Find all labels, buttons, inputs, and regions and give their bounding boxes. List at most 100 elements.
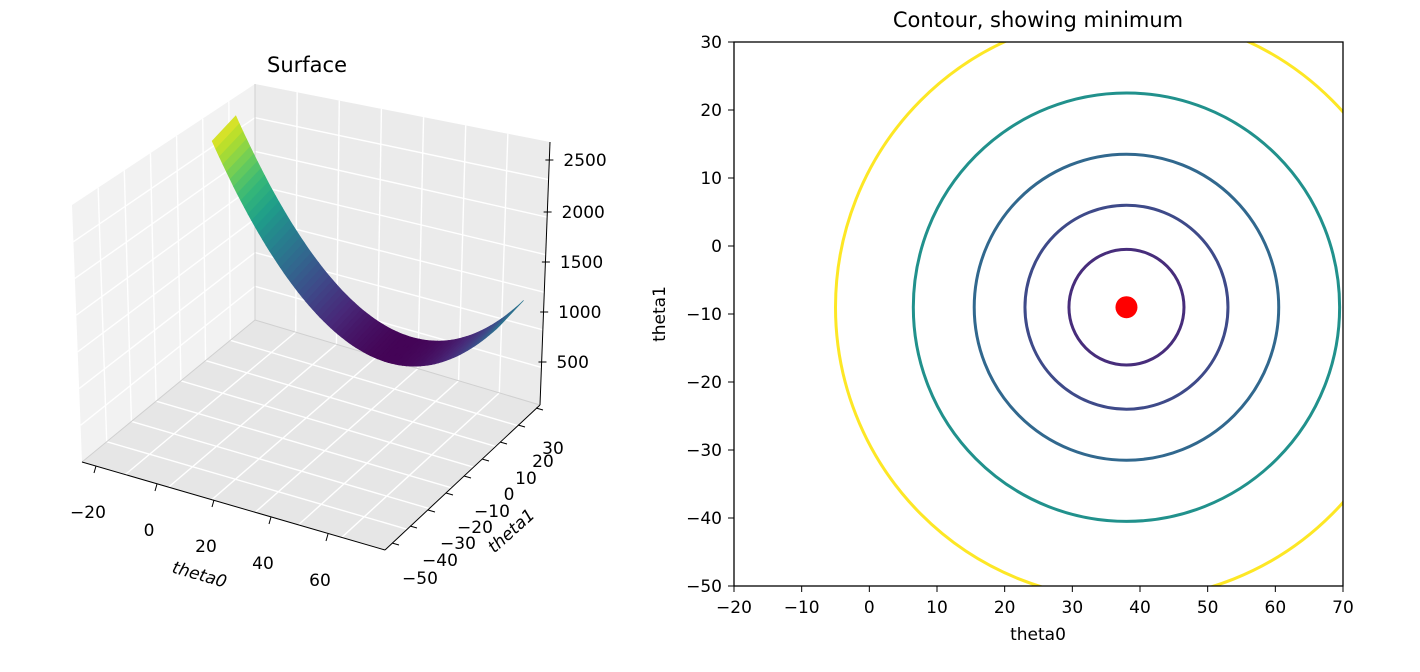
surface-x-tick-mark xyxy=(93,465,97,474)
surface-y-tick-label: −20 xyxy=(457,518,493,538)
surface-y-tick-label: 20 xyxy=(532,452,554,472)
grid-line xyxy=(123,170,133,422)
surface-patch xyxy=(496,300,524,330)
grid-line xyxy=(149,153,157,402)
contour-level-4 xyxy=(911,91,1342,523)
surface-y-tick-label: −10 xyxy=(474,502,510,522)
grid-line xyxy=(254,184,546,256)
x-tick-label: 10 xyxy=(926,598,948,618)
contour-title: Contour, showing minimum xyxy=(893,8,1183,32)
contour-ticks: −20 −10 0 10 20 30 40 50 60 70 −50 −40 −30 −20 −10 0 10 2… xyxy=(686,33,1354,618)
y-tick-label: −30 xyxy=(686,441,722,461)
surface-x-tick-mark xyxy=(154,483,158,492)
x-tick-label: −20 xyxy=(716,598,752,618)
grid-line xyxy=(211,355,378,501)
x-tick-label: 70 xyxy=(1332,598,1354,618)
contour-level-1 xyxy=(1067,247,1186,367)
contour-y-axis-label: theta1 xyxy=(650,286,670,342)
surface-z-axis-line xyxy=(539,141,551,406)
surface-x-tick-label: −20 xyxy=(70,503,106,523)
grid-line xyxy=(376,108,383,357)
surface-strips xyxy=(211,115,524,367)
grid-line xyxy=(175,135,182,381)
surface-z-tick-label: 1500 xyxy=(560,253,603,273)
surface-x-axis-line xyxy=(81,461,386,551)
surface-y-tick-mark xyxy=(427,509,436,513)
contour-level-2 xyxy=(1023,203,1230,411)
surface-x-tick-mark xyxy=(268,516,272,525)
surface-x-axis-label: theta0 xyxy=(170,558,229,593)
grid-line xyxy=(202,118,207,361)
grid-line xyxy=(341,392,500,538)
surface-y-tick-mark xyxy=(445,492,454,496)
floor-pane xyxy=(82,320,540,550)
surface-x-tick-label: 20 xyxy=(195,537,217,557)
surface-y-tick-mark xyxy=(409,525,418,529)
grid-line xyxy=(205,359,496,448)
grid-line xyxy=(180,380,474,468)
grid-line xyxy=(97,187,108,442)
x-tick-label: −10 xyxy=(784,598,820,618)
y-tick-label: 30 xyxy=(700,33,722,53)
left-pane xyxy=(72,84,255,462)
surface-x-tick-mark xyxy=(211,499,215,508)
surface-z-tick-label: 2500 xyxy=(563,151,606,171)
grid-line xyxy=(78,252,256,390)
grid-line xyxy=(297,380,460,526)
y-tick-label: −50 xyxy=(686,577,722,597)
y-tick-label: 0 xyxy=(711,237,722,257)
grid-line xyxy=(155,400,452,489)
contour-panel: Contour, showing minimum −20 −10 0 10 20 30 40… xyxy=(650,8,1354,645)
surface-x-tick-label: 40 xyxy=(252,554,274,574)
grid-line xyxy=(80,285,256,426)
grid-line xyxy=(254,368,419,513)
surface-z-tick-label: 2000 xyxy=(562,203,605,223)
grid-line xyxy=(254,285,542,369)
grid-line xyxy=(77,218,256,353)
surface-y-tick-label: 30 xyxy=(542,439,564,459)
grid-line xyxy=(168,343,337,488)
x-tick-label: 30 xyxy=(1062,598,1084,618)
y-tick-label: −20 xyxy=(686,373,722,393)
surface-title: Surface xyxy=(267,53,347,77)
x-tick-label: 60 xyxy=(1265,598,1287,618)
y-tick-label: 10 xyxy=(700,169,722,189)
minimum-marker xyxy=(1115,296,1138,319)
contour-plot-frame xyxy=(733,41,1344,587)
surface-y-tick-mark xyxy=(517,424,526,428)
grid-line xyxy=(417,117,425,369)
x-tick-label: 50 xyxy=(1197,598,1219,618)
grid-line xyxy=(254,117,549,181)
surface-y-tick-label: −50 xyxy=(402,569,438,589)
surface-x-tick-label: 60 xyxy=(309,571,331,591)
grid-line xyxy=(498,133,509,393)
surface-y-tick-mark xyxy=(535,407,544,411)
grid-line xyxy=(295,92,298,333)
surface-z-tick-label: 500 xyxy=(556,353,588,373)
surface-grid xyxy=(73,92,549,538)
surface-y-tick-label: 10 xyxy=(515,469,537,489)
surface-y-tick-mark xyxy=(391,542,400,546)
x-tick-label: 40 xyxy=(1129,598,1151,618)
grid-line xyxy=(230,339,519,427)
contour-level-3 xyxy=(972,152,1281,462)
surface-x-tick-label: 0 xyxy=(144,521,155,541)
surface-y-tick-label: −40 xyxy=(422,551,458,571)
surface-y-tick-mark xyxy=(463,475,472,479)
x-tick-label: 0 xyxy=(864,598,875,618)
contour-level-5 xyxy=(834,42,1343,586)
grid-line xyxy=(75,184,256,316)
y-tick-label: 20 xyxy=(700,101,722,121)
grid-line xyxy=(106,441,408,530)
surface-z-tick-label: 1000 xyxy=(558,303,601,323)
surface-x-tick-mark xyxy=(325,533,329,542)
contour-lines xyxy=(834,42,1343,586)
surface-y-tick-mark xyxy=(499,441,508,445)
surface-y-tick-label: 0 xyxy=(504,485,515,505)
grid-line xyxy=(124,331,297,476)
x-tick-label: 20 xyxy=(994,598,1016,618)
grid-line xyxy=(131,420,430,510)
surface-y-tick-label: −30 xyxy=(440,534,476,554)
